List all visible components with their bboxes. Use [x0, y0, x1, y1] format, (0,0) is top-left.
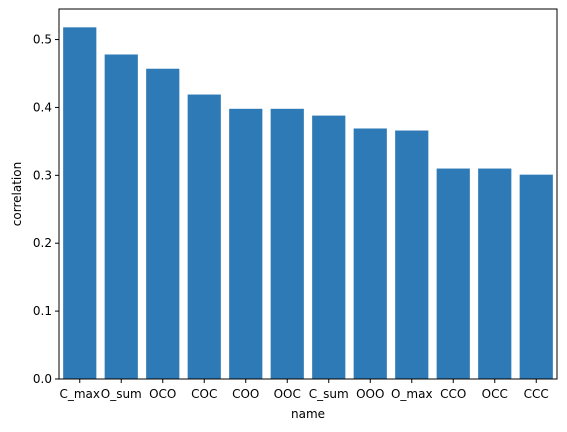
x-tick-label: COO — [232, 387, 259, 401]
bar-ooo — [353, 128, 387, 379]
y-tick-label: 0.4 — [33, 100, 52, 114]
y-tick-label: 0.2 — [33, 236, 52, 250]
plot-frame — [58, 8, 558, 380]
y-tick-label: 0.3 — [33, 168, 52, 182]
bar-c-max — [63, 27, 97, 380]
bar-o-sum — [104, 54, 138, 380]
x-tick-label: OCO — [149, 387, 176, 401]
y-ticks-group: 0.0 0.1 0.2 0.3 0.4 0.5 — [33, 33, 59, 386]
x-tick-label: C_sum — [309, 387, 349, 401]
x-tick-label: C_max — [59, 387, 100, 401]
x-tick-label: CCC — [524, 387, 549, 401]
x-axis-label: name — [291, 407, 325, 421]
x-tick-label: OOO — [356, 387, 384, 401]
x-tick-label: O_max — [391, 387, 433, 401]
x-tick-label: O_sum — [101, 387, 142, 401]
bars-group — [63, 27, 553, 380]
x-tick-label: CCO — [440, 387, 466, 401]
y-axis-label: correlation — [10, 162, 24, 226]
bar-ccc — [519, 174, 553, 379]
x-tick-label: OOC — [274, 387, 301, 401]
bar-o-max — [395, 130, 429, 379]
bar-cco — [436, 168, 470, 379]
x-tick-label: OCC — [482, 387, 508, 401]
bar-occ — [478, 168, 512, 379]
x-tick-label: COC — [191, 387, 217, 401]
y-tick-label: 0.5 — [33, 33, 52, 47]
bar-c-sum — [312, 115, 346, 379]
y-tick-label: 0.0 — [33, 372, 52, 386]
bar-coc — [187, 94, 221, 379]
bar-oco — [146, 68, 180, 380]
bar-coo — [229, 108, 263, 380]
bar-ooc — [270, 108, 304, 380]
x-ticks-group: C_max O_sum OCO COC COO OOC C_sum OOO O_max CCO OC… — [59, 379, 549, 401]
y-tick-label: 0.1 — [33, 304, 52, 318]
